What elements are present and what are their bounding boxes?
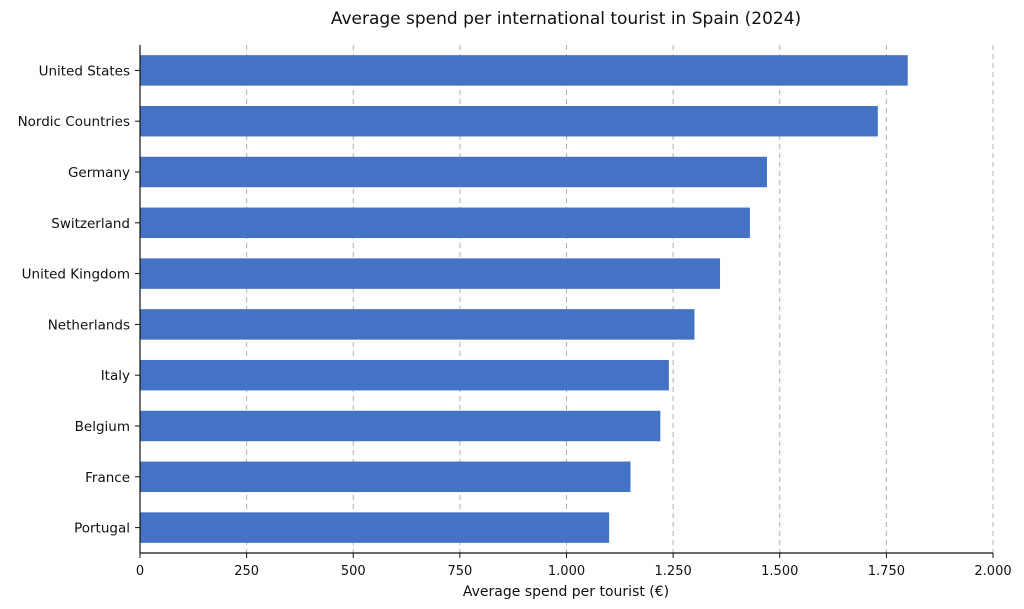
bar [140, 258, 721, 289]
x-tick-label: 750 [447, 564, 472, 579]
category-label: Belgium [75, 419, 130, 435]
category-label: United States [39, 63, 130, 79]
bar [140, 410, 661, 442]
x-tick-label: 250 [234, 564, 259, 579]
y-axis-categories: United States Nordic Countries Germany Swit… [18, 63, 140, 537]
category-label: Switzerland [51, 216, 130, 232]
x-tick-label: 1.250 [655, 564, 692, 579]
x-tick-label: 0 [136, 564, 144, 579]
x-tick-label: 1.000 [548, 564, 585, 579]
category-label: Germany [68, 165, 130, 181]
bar [140, 207, 750, 239]
category-label: France [85, 470, 130, 486]
category-label: Italy [101, 368, 130, 384]
x-tick-label: 500 [341, 564, 366, 579]
category-label: Nordic Countries [18, 114, 130, 130]
bar [140, 309, 695, 340]
bar [140, 156, 767, 188]
x-tick-label: 2.000 [974, 564, 1011, 579]
category-label: Portugal [74, 521, 130, 537]
x-tick-label: 1.750 [868, 564, 905, 579]
bar [140, 55, 908, 86]
x-axis-label: Average spend per tourist (€) [463, 584, 669, 600]
bar [140, 359, 669, 391]
bar [140, 512, 610, 543]
x-tick-label: 1.500 [761, 564, 798, 579]
bar [140, 105, 878, 137]
bars [140, 55, 908, 543]
bar [140, 461, 631, 493]
x-axis-ticks: 0 250 500 750 1.000 1.250 1.500 1.750 2.000 [136, 553, 1012, 579]
chart-title: Average spend per international tourist … [331, 9, 801, 29]
category-label: United Kingdom [22, 267, 130, 283]
category-label: Netherlands [48, 317, 130, 333]
